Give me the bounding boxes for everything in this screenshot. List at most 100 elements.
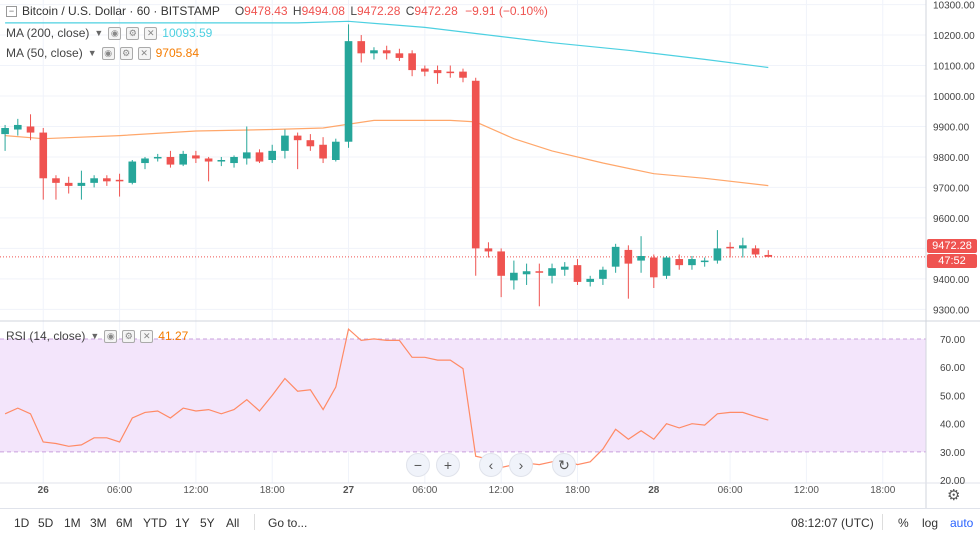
high-value: 9494.08 xyxy=(301,4,345,18)
range-1m[interactable]: 1M xyxy=(64,516,81,530)
axes: 26 06:00 12:00 18:00 27 06:00 12:00 18:00 28 06:0… xyxy=(0,0,980,508)
candle-body xyxy=(331,141,340,160)
log-toggle[interactable]: log xyxy=(922,516,939,530)
eye-icon[interactable]: ◉ xyxy=(104,329,118,343)
price-tick-label: 9400.00 xyxy=(933,275,970,286)
scroll-right-button[interactable]: › xyxy=(509,453,533,477)
range-6m[interactable]: 6M xyxy=(116,516,133,530)
price-tick-label: 10300.00 xyxy=(933,1,975,12)
chevron-down-icon[interactable]: ▼ xyxy=(94,28,104,38)
candle-body xyxy=(141,158,149,164)
candle-body xyxy=(395,53,404,58)
candle-body xyxy=(293,135,302,141)
range-5d[interactable]: 5D xyxy=(38,516,54,530)
ma50-label: MA (50, close) xyxy=(6,46,83,60)
candle-body xyxy=(115,179,124,182)
collapse-icon[interactable]: − xyxy=(6,5,17,17)
candle-body xyxy=(548,268,556,276)
candle-body xyxy=(408,53,416,71)
candle-body xyxy=(77,182,86,186)
ma50-line xyxy=(5,119,769,187)
x-tick-label: 18:00 xyxy=(870,485,895,496)
close-icon[interactable]: ✕ xyxy=(137,46,151,60)
close-value: 9472.28 xyxy=(414,4,458,18)
zoom-out-button[interactable]: − xyxy=(406,453,430,477)
close-label: C xyxy=(405,4,415,18)
rsi-label: RSI (14, close) xyxy=(6,329,86,343)
candle-body xyxy=(268,150,277,160)
price-tick-label: 10000.00 xyxy=(933,92,975,103)
candle-body xyxy=(179,153,187,165)
candle-body xyxy=(675,259,684,266)
candle-body xyxy=(255,152,264,162)
ma200-legend[interactable]: MA (200, close) ▼ ◉ ⚙ ✕ 10093.59 xyxy=(6,26,212,40)
gear-icon[interactable]: ⚙ xyxy=(119,46,133,60)
candle-body xyxy=(39,132,48,179)
reset-view-button[interactable]: ↻ xyxy=(552,453,576,477)
settings-gear-icon[interactable]: ⚙ xyxy=(947,487,961,504)
open-label: O xyxy=(234,4,245,18)
close-icon[interactable]: ✕ xyxy=(144,26,158,40)
gear-icon[interactable]: ⚙ xyxy=(126,26,140,40)
rsi-tick-label: 50.00 xyxy=(940,391,965,402)
range-ytd[interactable]: YTD xyxy=(143,516,167,530)
divider xyxy=(254,514,255,530)
candle-body xyxy=(510,272,518,281)
gear-icon[interactable]: ⚙ xyxy=(122,329,136,343)
goto-button[interactable]: Go to... xyxy=(268,516,308,530)
candle-body xyxy=(128,161,137,183)
close-icon[interactable]: ✕ xyxy=(140,329,154,343)
rsi-legend[interactable]: RSI (14, close) ▼ ◉ ⚙ ✕ 41.27 xyxy=(6,329,188,343)
chevron-down-icon[interactable]: ▼ xyxy=(87,48,97,58)
price-tick-label: 9900.00 xyxy=(933,122,970,133)
candle-body xyxy=(166,156,175,165)
candle-body xyxy=(421,68,429,72)
candle-body xyxy=(433,70,442,74)
x-tick-label: 06:00 xyxy=(107,485,132,496)
percent-toggle[interactable]: % xyxy=(898,516,909,530)
x-tick-label: 18:00 xyxy=(565,485,590,496)
zoom-in-button[interactable]: + xyxy=(436,453,460,477)
price-tick-label: 9700.00 xyxy=(933,183,970,194)
candle-body xyxy=(637,256,645,261)
range-5y[interactable]: 5Y xyxy=(200,516,215,530)
price-tick-label: 10100.00 xyxy=(933,62,975,73)
candle-body xyxy=(624,249,633,264)
x-tick-label: 27 xyxy=(343,485,355,496)
ma200-value: 10093.59 xyxy=(162,26,213,40)
x-tick-label: 28 xyxy=(648,485,660,496)
x-tick-label: 12:00 xyxy=(183,485,208,496)
rsi-overbought-oversold-band xyxy=(0,338,926,452)
eye-icon[interactable]: ◉ xyxy=(108,26,122,40)
rsi-tick-label: 60.00 xyxy=(940,363,965,374)
grid-lines xyxy=(0,0,926,483)
eye-icon[interactable]: ◉ xyxy=(101,46,115,60)
rsi-tick-label: 70.00 xyxy=(940,335,965,346)
range-all[interactable]: All xyxy=(226,516,240,530)
rsi-tick-label: 40.00 xyxy=(940,420,965,431)
price-tick-label: 10200.00 xyxy=(933,31,975,42)
chevron-down-icon[interactable]: ▼ xyxy=(90,331,100,341)
range-1y[interactable]: 1Y xyxy=(175,516,190,530)
candle-body xyxy=(281,135,289,151)
x-tick-label: 06:00 xyxy=(412,485,437,496)
price-tick-label: 9600.00 xyxy=(933,214,970,225)
candle-body xyxy=(230,156,238,164)
candle-body xyxy=(535,271,544,273)
candle-body xyxy=(649,257,658,278)
range-1d[interactable]: 1D xyxy=(14,516,30,530)
range-3m[interactable]: 3M xyxy=(90,516,107,530)
candle-body xyxy=(26,126,35,133)
high-label: H xyxy=(292,4,302,18)
ma50-legend[interactable]: MA (50, close) ▼ ◉ ⚙ ✕ 9705.84 xyxy=(6,46,199,60)
scroll-left-button[interactable]: ‹ xyxy=(479,453,503,477)
x-tick-label: 26 xyxy=(38,485,50,496)
auto-toggle[interactable]: auto xyxy=(950,516,974,530)
chart-canvas[interactable]: 26 06:00 12:00 18:00 27 06:00 12:00 18:00 28 06:0… xyxy=(0,0,980,508)
ma200-label: MA (200, close) xyxy=(6,26,90,40)
candle-body xyxy=(688,259,696,266)
candle-body xyxy=(52,178,60,183)
candle-body xyxy=(459,71,467,78)
clock-readout[interactable]: 08:12:07 (UTC) xyxy=(791,516,874,530)
candle-body xyxy=(484,248,493,252)
